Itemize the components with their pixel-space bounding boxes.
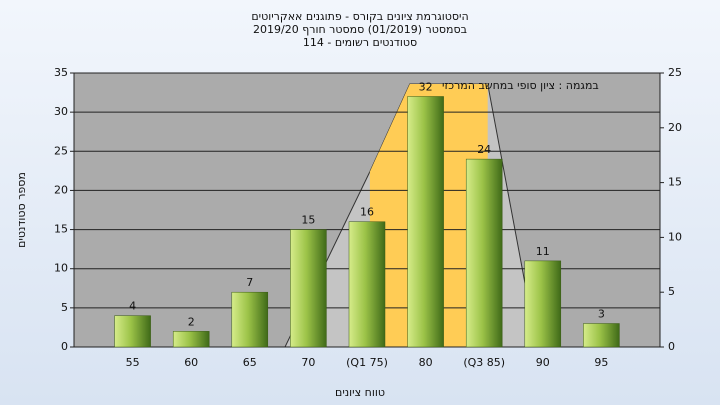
chart-subtitle: סטודנטים רשומים - 114 [303,36,417,49]
data-label: 7 [246,276,253,289]
y2-tick-label: 15 [668,176,682,189]
data-label: 32 [419,80,433,93]
x-tick-label: 65 [243,356,257,369]
y-tick-label: 35 [54,66,68,79]
data-label: 2 [188,315,195,328]
bar [407,96,444,348]
y2-tick-label: 0 [668,340,675,353]
chart-subtitle: בסמסטר (01/2019) סמסטר חורף 2019/20 [253,23,467,36]
bar [583,323,620,348]
x-tick-label: 55 [126,356,140,369]
bar [231,291,269,348]
data-label: 11 [536,245,550,258]
data-label: 4 [129,300,136,313]
y-tick-label: 15 [54,223,68,236]
y-tick-label: 10 [54,262,68,275]
x-axis-label: טווח ציונים [335,386,385,399]
bar [524,260,562,348]
bar [290,229,327,348]
data-label: 15 [301,214,315,227]
y2-tick-label: 10 [668,230,682,243]
x-tick-label: (Q1 75) [346,356,388,369]
x-tick-label: 90 [536,356,550,369]
y2-tick-label: 20 [668,121,682,134]
chart-title: היסטוגרמת ציונים בקורס - פתוגנים אאקריוט… [251,10,468,23]
bar [172,331,210,348]
annotation: במגמה : ציון סופי במחשב המרכזי [442,79,599,92]
y-axis-label: מספר סטודנטים [15,172,28,248]
x-tick-label: (Q3 85) [463,356,505,369]
y2-tick-label: 25 [668,66,682,79]
bar [465,158,503,348]
bar [348,221,386,348]
data-label: 3 [598,308,605,321]
bar [114,315,151,348]
y-tick-label: 25 [54,144,68,157]
y-tick-label: 20 [54,183,68,196]
data-label: 24 [477,143,491,156]
x-tick-label: 70 [301,356,315,369]
y-tick-label: 5 [61,301,68,314]
x-tick-label: 80 [419,356,433,369]
y2-tick-label: 5 [668,285,675,298]
x-tick-label: 60 [184,356,198,369]
y-tick-label: 0 [61,340,68,353]
y-tick-label: 30 [54,105,68,118]
data-label: 16 [360,206,374,219]
x-tick-label: 95 [594,356,608,369]
